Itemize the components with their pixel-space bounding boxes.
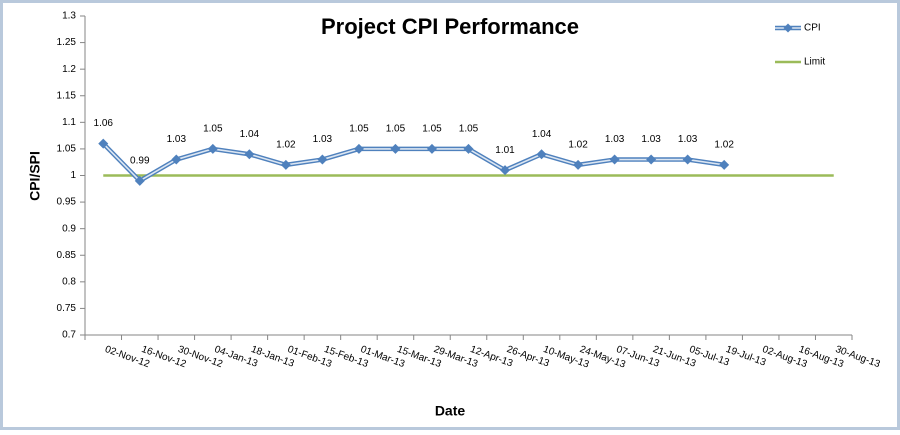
data-label: 1.02 <box>276 140 296 151</box>
data-point <box>719 159 730 170</box>
data-point <box>609 154 620 165</box>
data-point <box>171 154 182 165</box>
data-point <box>98 138 109 149</box>
data-point <box>280 159 291 170</box>
data-point <box>646 154 657 165</box>
data-point <box>536 149 547 160</box>
data-point <box>573 159 584 170</box>
data-label: 1.03 <box>167 134 187 145</box>
legend-label: CPI <box>804 23 821 34</box>
series-line <box>102 143 725 182</box>
y-tick-label: 1.1 <box>62 117 76 128</box>
data-label: 1.02 <box>568 140 588 151</box>
data-label: 1.05 <box>459 124 479 135</box>
data-label: 1.04 <box>240 129 260 140</box>
y-tick-label: 1 <box>70 170 76 181</box>
y-tick-label: 0.7 <box>62 330 76 341</box>
data-point <box>244 149 255 160</box>
y-tick-label: 0.75 <box>57 303 77 314</box>
data-point <box>207 143 218 154</box>
data-point <box>134 175 145 186</box>
y-tick-label: 0.85 <box>57 250 77 261</box>
data-label: 1.02 <box>714 140 734 151</box>
data-label: 1.06 <box>94 118 114 129</box>
data-label: 1.03 <box>641 134 661 145</box>
data-label: 1.05 <box>349 124 369 135</box>
data-label: 1.03 <box>313 134 333 145</box>
y-tick-label: 1.25 <box>57 37 77 48</box>
y-tick-label: 1.05 <box>57 144 77 155</box>
data-label: 1.03 <box>605 134 625 145</box>
y-tick-label: 0.8 <box>62 276 76 287</box>
data-label: 1.03 <box>678 134 698 145</box>
legend-marker <box>783 23 793 33</box>
data-point <box>317 154 328 165</box>
x-axis-title: Date <box>435 403 466 419</box>
data-point <box>426 143 437 154</box>
y-tick-label: 1.15 <box>57 90 77 101</box>
data-label: 0.99 <box>130 155 150 166</box>
data-point <box>500 165 511 176</box>
y-tick-label: 1.3 <box>62 11 76 22</box>
y-tick-label: 0.95 <box>57 197 77 208</box>
y-tick-label: 0.9 <box>62 223 76 234</box>
y-tick-label: 1.2 <box>62 64 76 75</box>
y-axis-title: CPI/SPI <box>27 151 43 201</box>
data-label: 1.05 <box>203 124 223 135</box>
chart-title: Project CPI Performance <box>321 14 579 39</box>
legend-label: Limit <box>804 57 825 68</box>
data-label: 1.05 <box>422 124 442 135</box>
data-point <box>682 154 693 165</box>
data-label: 1.05 <box>386 124 406 135</box>
data-point <box>353 143 364 154</box>
data-point <box>390 143 401 154</box>
data-label: 1.01 <box>495 145 515 156</box>
data-label: 1.04 <box>532 129 552 140</box>
data-point <box>463 143 474 154</box>
